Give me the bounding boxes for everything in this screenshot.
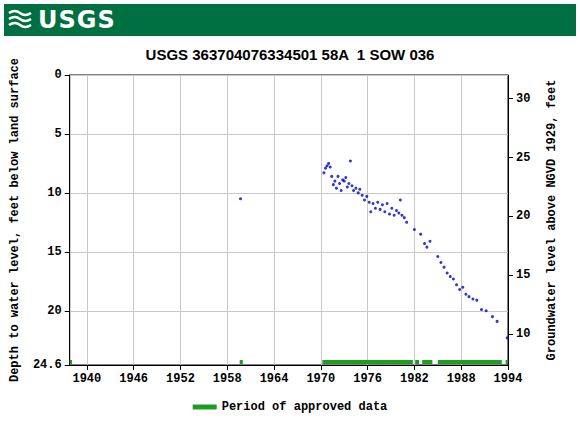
svg-text:Depth to water level, feet bel: Depth to water level, feet below land su… — [8, 58, 22, 382]
svg-text:1976: 1976 — [353, 372, 382, 386]
svg-text:1958: 1958 — [213, 372, 242, 386]
svg-text:USGS 363704076334501 58A 1 SO: USGS 363704076334501 58A 1 SOW 036 — [146, 46, 435, 63]
html-text:USGS: USGS — [38, 6, 116, 34]
svg-text:1946: 1946 — [119, 372, 148, 386]
svg-text:0: 0 — [55, 68, 62, 82]
svg-text:25: 25 — [516, 151, 530, 165]
svg-text:10: 10 — [516, 327, 530, 341]
svg-text:Groundwater level above NGVD 1: Groundwater level above NGVD 1929, feet — [545, 80, 559, 361]
svg-text:1952: 1952 — [166, 372, 195, 386]
svg-text:20: 20 — [47, 304, 61, 318]
svg-text:24.6: 24.6 — [33, 358, 62, 372]
svg-text:15: 15 — [47, 245, 61, 259]
svg-text:1994: 1994 — [494, 372, 523, 386]
svg-text:1964: 1964 — [260, 372, 289, 386]
svg-text:1988: 1988 — [447, 372, 476, 386]
svg-text:5: 5 — [55, 127, 62, 141]
svg-text:10: 10 — [47, 186, 61, 200]
svg-text:Period of approved data: Period of approved data — [222, 400, 388, 414]
svg-text:15: 15 — [516, 268, 530, 282]
svg-text:1982: 1982 — [400, 372, 429, 386]
svg-text:20: 20 — [516, 209, 530, 223]
svg-text:1970: 1970 — [306, 372, 335, 386]
svg-text:30: 30 — [516, 92, 530, 106]
svg-text:1940: 1940 — [72, 372, 101, 386]
